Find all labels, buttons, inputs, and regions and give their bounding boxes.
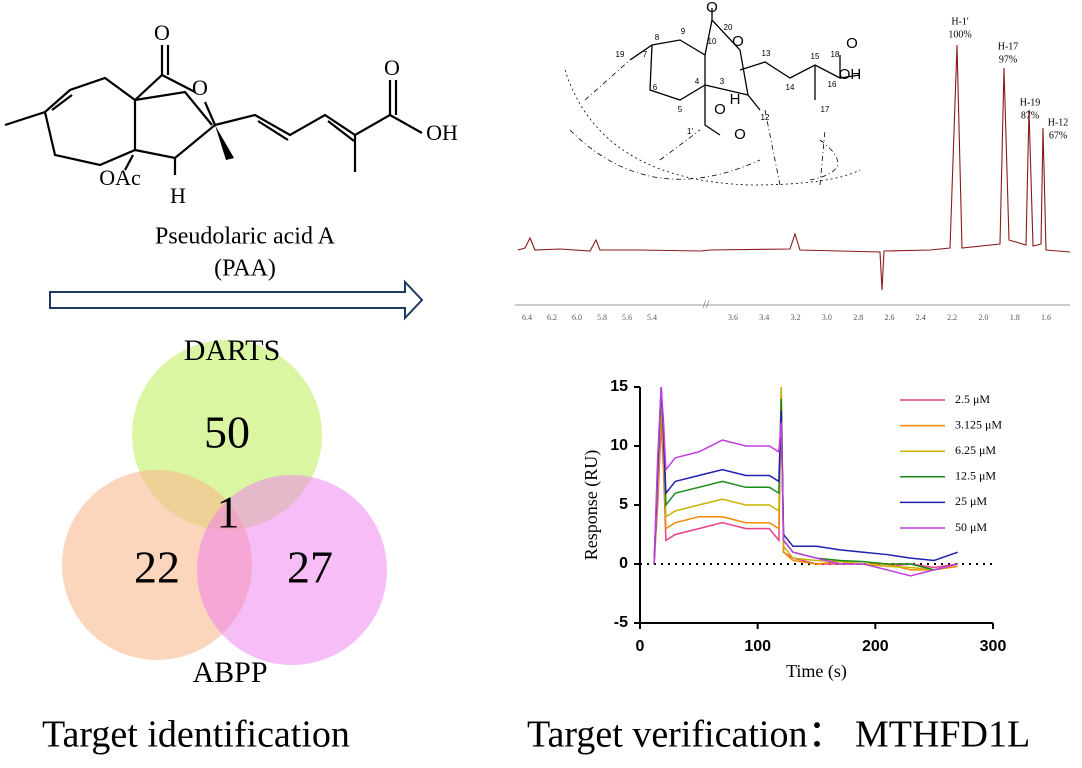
ppm-tick-label: 6.4 xyxy=(522,313,532,322)
y-tick-label: -5 xyxy=(614,614,628,631)
structure-label: 12 xyxy=(761,113,770,122)
structure-label: OH xyxy=(839,66,862,83)
y-tick-label: 5 xyxy=(619,496,628,513)
x-tick-label: 0 xyxy=(636,638,645,655)
structure-label: O xyxy=(846,35,858,52)
legend-label: 3.125 μM xyxy=(955,417,1002,431)
ppm-tick-label: 2.6 xyxy=(885,313,895,322)
legend-label: 12.5 μM xyxy=(955,469,996,483)
legend-label: 2.5 μM xyxy=(955,392,990,406)
atom-label: OH xyxy=(426,120,458,145)
structure-label: 20 xyxy=(724,23,733,32)
peak-label: H-19 xyxy=(1020,97,1041,108)
x-axis-label: Time (s) xyxy=(786,661,847,682)
venn-count: 27 xyxy=(287,542,333,593)
compound-abbr: (PAA) xyxy=(214,256,276,282)
atom-label: H xyxy=(170,183,186,208)
structure-label: O xyxy=(714,101,726,118)
series-line xyxy=(653,386,958,565)
ppm-tick-label: 3.4 xyxy=(759,313,769,322)
structure-label: O xyxy=(734,126,746,143)
caption: Target identification xyxy=(42,714,350,756)
ppm-tick-label: 3.2 xyxy=(791,313,801,322)
nmr-structure xyxy=(564,8,861,186)
compound-name: Pseudolaric acid A xyxy=(155,224,336,250)
series-line xyxy=(653,386,958,571)
structure-label: 14 xyxy=(786,83,795,92)
venn xyxy=(62,340,387,665)
x-tick-label: 300 xyxy=(980,638,1007,655)
legend-label: 6.25 μM xyxy=(955,443,996,457)
venn-left xyxy=(62,470,252,660)
structure-label: O xyxy=(732,33,744,50)
structure-label: H xyxy=(730,91,741,108)
atom-label: O xyxy=(384,55,400,80)
ppm-tick-label: 5.4 xyxy=(647,313,657,322)
structure-label: 15 xyxy=(811,52,820,61)
venn-right xyxy=(197,475,387,665)
structure-label: 13 xyxy=(762,49,771,58)
paa-structure xyxy=(4,45,423,175)
x-tick-label: 100 xyxy=(744,638,771,655)
y-axis-label: Response (RU) xyxy=(581,450,602,561)
series-line xyxy=(653,398,958,571)
ppm-tick-label: 1.8 xyxy=(1010,313,1020,322)
structure-label: 8 xyxy=(655,33,660,42)
structure-label: 4 xyxy=(695,77,700,86)
process-arrow xyxy=(49,279,424,321)
set-label: DARTS xyxy=(184,334,281,367)
structure-label: 7 xyxy=(643,50,648,59)
structure-label: 6 xyxy=(653,83,658,92)
atom-label: O xyxy=(154,20,170,45)
ppm-tick-label: 3.0 xyxy=(822,313,832,322)
structure-label: 3 xyxy=(720,77,725,86)
series-line xyxy=(653,386,958,577)
peak-percent: 97% xyxy=(999,54,1017,65)
ppm-tick-label: 5.6 xyxy=(622,313,632,322)
ppm-tick-label: 2.0 xyxy=(978,313,988,322)
peak-percent: 67% xyxy=(1049,130,1067,141)
ppm-tick-label: 1.6 xyxy=(1041,313,1051,322)
y-tick-label: 10 xyxy=(610,437,628,454)
peak-percent: 87% xyxy=(1021,110,1039,121)
venn-count: 1 xyxy=(217,487,240,538)
y-tick-label: 0 xyxy=(619,555,628,572)
structure-label: 16 xyxy=(828,80,837,89)
nmr-spectrum xyxy=(517,44,1071,291)
ppm-tick-label: 3.6 xyxy=(728,313,738,322)
venn-count: 50 xyxy=(204,407,250,458)
x-tick-label: 200 xyxy=(862,638,889,655)
structure-label: O xyxy=(706,0,718,16)
ppm-tick-label: 2.4 xyxy=(916,313,926,322)
structure-label: 10 xyxy=(708,37,717,46)
ppm-tick-label: 6.2 xyxy=(547,313,557,322)
peak-label: H-12 xyxy=(1048,117,1069,128)
atom-label: O xyxy=(192,75,208,100)
ppm-tick-label: 6.0 xyxy=(572,313,582,322)
y-tick-label: 15 xyxy=(610,378,628,395)
ppm-tick-label: 5.8 xyxy=(597,313,607,322)
ppm-tick-label: 2.8 xyxy=(853,313,863,322)
structure-label: 9 xyxy=(681,27,686,36)
caption: Target verification： MTHFD1L xyxy=(527,714,1030,756)
atom-label: OAc xyxy=(99,165,141,190)
axis-break: // xyxy=(703,297,710,311)
set-label: ABPP xyxy=(192,656,267,689)
peak-label: H-17 xyxy=(998,41,1019,52)
structure-label: 18 xyxy=(831,50,840,59)
peak-label: H-1' xyxy=(951,16,969,27)
structure-label: 17 xyxy=(821,105,830,114)
structure-label: 1' xyxy=(687,127,693,136)
peak-percent: 100% xyxy=(948,29,971,40)
ppm-tick-label: 2.2 xyxy=(947,313,957,322)
venn-count: 22 xyxy=(134,542,180,593)
legend-label: 25 μM xyxy=(955,494,987,508)
legend-label: 50 μM xyxy=(955,520,987,534)
structure-label: 19 xyxy=(616,50,625,59)
series-line xyxy=(653,386,958,571)
structure-label: 5 xyxy=(678,105,683,114)
